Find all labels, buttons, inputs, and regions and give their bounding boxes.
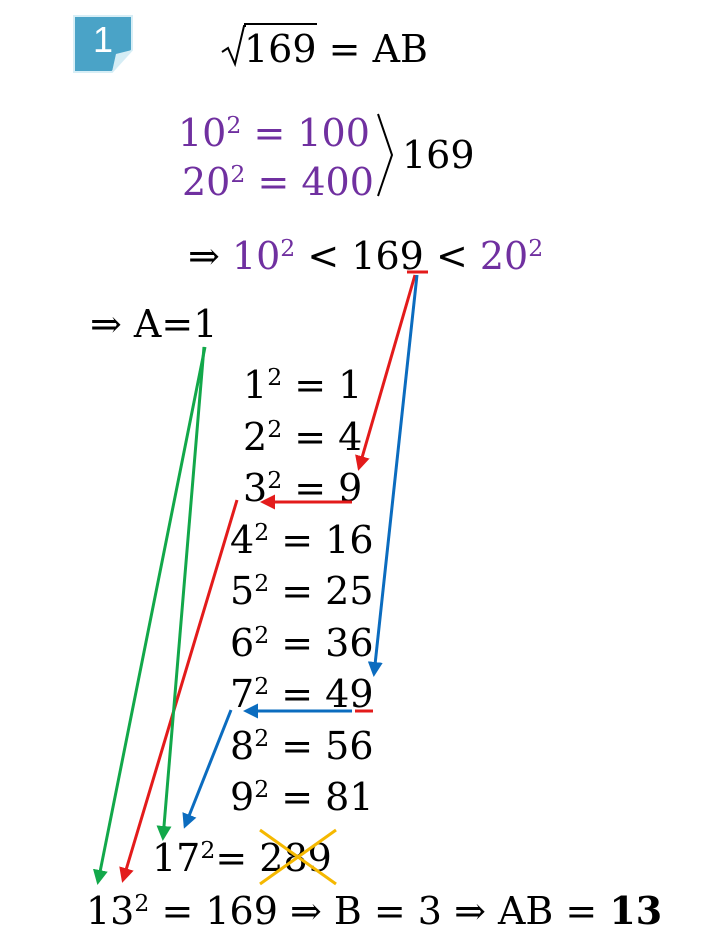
badge-number: 1 <box>93 19 113 60</box>
square-row: 32 = 9 <box>243 466 363 510</box>
square-row: 92 = 81 <box>230 775 374 819</box>
bound-line-1: 102 = 100 <box>178 111 370 155</box>
square-row: 52 = 25 <box>230 569 374 613</box>
sqrt-icon <box>221 25 246 68</box>
bound-line-2: 202 = 400 <box>182 160 374 204</box>
first-digit: ⇒ A=1 <box>90 302 218 346</box>
final-answer: 13 <box>609 888 663 933</box>
header-result: AB <box>372 27 428 71</box>
angle-bracket-icon <box>377 113 394 197</box>
equals-sign: = <box>328 27 361 71</box>
blue-arrow-to-17 <box>182 709 233 829</box>
square-row: 62 = 36 <box>230 620 374 665</box>
square-row: 22 = 4 <box>243 414 363 459</box>
red-arrow-to-9 <box>355 274 417 471</box>
radicand: 169 <box>244 23 317 71</box>
candidate-wrong: 172= 289 <box>152 836 332 880</box>
inequality-mid: 169 <box>351 234 424 278</box>
blue-arrow-to-49 <box>367 274 419 677</box>
green-arrow-to-17 <box>156 346 206 841</box>
final-equation: 132 = 169 ⇒ B = 3 ⇒ AB = 13 <box>86 888 663 933</box>
square-row: 72 = 49 <box>230 672 374 716</box>
red-arrow-to-13 <box>119 499 239 883</box>
green-arrow-to-13 <box>92 346 207 885</box>
bound-target: 169 <box>402 133 475 177</box>
square-row: 12 = 1 <box>243 363 363 407</box>
header-equation: 169 = AB <box>221 23 428 71</box>
square-row: 42 = 16 <box>230 517 374 562</box>
inequality: ⇒ 102 < 169 < 202 <box>188 234 544 278</box>
step-badge: 1 <box>73 15 133 73</box>
square-row: 82 = 56 <box>230 723 374 768</box>
